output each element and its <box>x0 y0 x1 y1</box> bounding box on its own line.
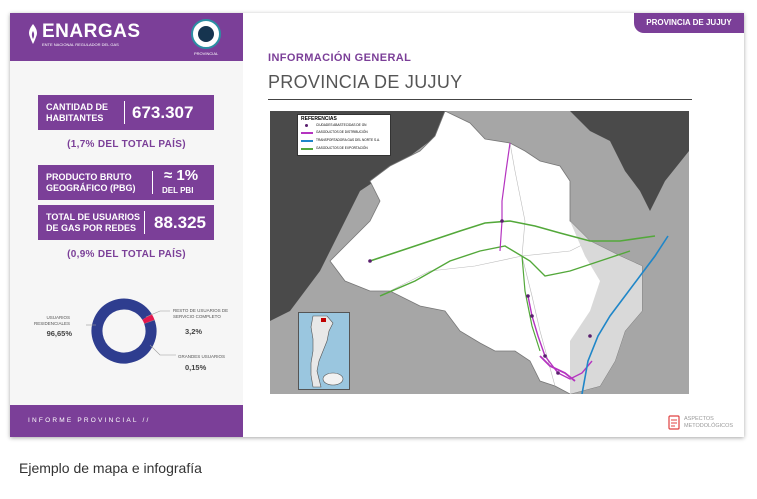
neighbor-region <box>270 111 450 321</box>
legend-label: CIUDADES ABASTECIDAS DE GN <box>316 122 367 127</box>
stat-label: PRODUCTO BRUTO GEOGRÁFICO (PBG) <box>46 172 136 193</box>
stat-label: TOTAL DE USUARIOS DE GAS POR REDES <box>46 212 141 233</box>
donut-leader-line <box>145 310 170 318</box>
city-dot <box>368 259 372 263</box>
city-dot <box>588 334 592 338</box>
footer-text: INFORME PROVINCIAL // <box>28 417 151 424</box>
city-dot-icon <box>305 124 308 127</box>
stat-divider <box>152 171 153 194</box>
distribution-pipeline <box>527 295 593 380</box>
province-map: REFERENCIAS CIUDADES ABASTECIDAS DE GN G… <box>270 111 689 394</box>
pie-label-large: GRANDES USUARIOS <box>178 354 226 359</box>
methodology-icon[interactable] <box>668 415 680 431</box>
donut-leader-line <box>149 344 176 356</box>
infographic-slide: ENARGAS ENTE NACIONAL REGULADOR DEL GAS … <box>10 13 744 437</box>
legend-item: GASODUCTOS DE EXPORTACIÓN <box>301 146 389 151</box>
province-shape <box>329 111 643 394</box>
stat-value: ≈ 1% <box>164 167 199 184</box>
seal-label: PROVINCIAL <box>194 51 219 56</box>
legend-item: CIUDADES ABASTECIDAS DE GN <box>301 123 389 128</box>
map-graphic <box>270 111 689 394</box>
stat-population: CANTIDAD DE HABITANTES 673.307 <box>38 95 214 130</box>
export-pipeline <box>379 245 631 297</box>
legend-item: GASODUCTOS DE DISTRIBUCIÓN <box>301 130 389 135</box>
pie-label-other: RESTO DE USUARIOS DE SERVICIO COMPLETO <box>173 308 229 319</box>
users-donut-chart <box>86 298 176 364</box>
stat-pbg: PRODUCTO BRUTO GEOGRÁFICO (PBG) ≈ 1% DEL… <box>38 165 214 200</box>
line-swatch-icon <box>301 140 313 142</box>
sidebar-footer: INFORME PROVINCIAL // <box>10 405 243 437</box>
stat-divider <box>144 211 145 234</box>
argentina-outline-icon <box>310 315 344 388</box>
province-tab[interactable]: PROVINCIA DE JUJUY <box>634 13 744 33</box>
logo-subtitle: ENTE NACIONAL REGULADOR DEL GAS <box>42 42 119 47</box>
line-swatch-icon <box>301 132 313 134</box>
pie-label-residential: USUARIOS RESIDENCIALES <box>33 315 70 326</box>
methodology-link[interactable]: ASPECTOS METODOLÓGICOS <box>684 416 734 429</box>
legend-title: REFERENCIAS <box>301 116 337 122</box>
city-dot <box>543 354 547 358</box>
logo-name: ENARGAS <box>42 21 141 42</box>
neighbor-region <box>570 111 689 211</box>
distribution-pipeline <box>499 142 511 252</box>
distribution-pipeline <box>539 355 576 382</box>
department-border <box>509 142 526 257</box>
map-legend: REFERENCIAS CIUDADES ABASTECIDAS DE GN G… <box>297 114 391 156</box>
donut-slice-other <box>91 298 157 364</box>
export-pipeline <box>369 220 656 262</box>
stat-value: 88.325 <box>154 213 206 232</box>
legend-label: GASODUCTOS DE DISTRIBUCIÓN <box>316 129 368 134</box>
stat-note-gas-users: (0,9% DEL TOTAL PAÍS) <box>67 249 186 260</box>
legend-label: TRANSPORTADORA GAS DEL NORTE S.A. <box>316 137 380 142</box>
stat-label: CANTIDAD DE HABITANTES <box>46 102 108 123</box>
stats-sidebar: ENARGAS ENTE NACIONAL REGULADOR DEL GAS … <box>10 13 243 437</box>
city-dot <box>530 314 534 318</box>
image-caption: Ejemplo de mapa e infografía <box>19 460 202 476</box>
line-swatch-icon <box>301 148 313 150</box>
argentina-locator-map <box>298 312 350 390</box>
export-pipeline <box>521 255 541 352</box>
city-dot <box>526 294 530 298</box>
stat-divider <box>124 101 125 124</box>
stat-gas-users: TOTAL DE USUARIOS DE GAS POR REDES 88.32… <box>38 205 214 240</box>
legend-label: GASODUCTOS DE EXPORTACIÓN <box>316 145 368 150</box>
enargas-logo-icon <box>29 24 37 44</box>
stat-value-sub: DEL PBI <box>162 186 194 195</box>
pie-value-other: 3,2% <box>185 327 203 336</box>
page-title: PROVINCIA DE JUJUY <box>268 72 463 92</box>
provincial-seal-icon <box>191 19 221 49</box>
sidebar-body: CANTIDAD DE HABITANTES 673.307 (1,7% DEL… <box>10 61 243 405</box>
sidebar-header: ENARGAS ENTE NACIONAL REGULADOR DEL GAS … <box>10 13 243 61</box>
title-divider <box>268 99 692 100</box>
pie-value-large: 0,15% <box>185 363 207 372</box>
neighbor-region-light <box>570 221 642 394</box>
city-dot <box>500 219 504 223</box>
pie-value-residential: 96,65% <box>46 329 72 338</box>
stat-value: 673.307 <box>132 103 194 122</box>
transport-pipeline <box>581 235 669 394</box>
department-border <box>389 240 591 292</box>
city-dot <box>556 371 560 375</box>
legend-item: TRANSPORTADORA GAS DEL NORTE S.A. <box>301 138 389 143</box>
stat-note-population: (1,7% DEL TOTAL PAÍS) <box>67 139 186 150</box>
donut-slice-residential <box>91 298 157 364</box>
section-title: INFORMACIÓN GENERAL <box>268 52 412 64</box>
